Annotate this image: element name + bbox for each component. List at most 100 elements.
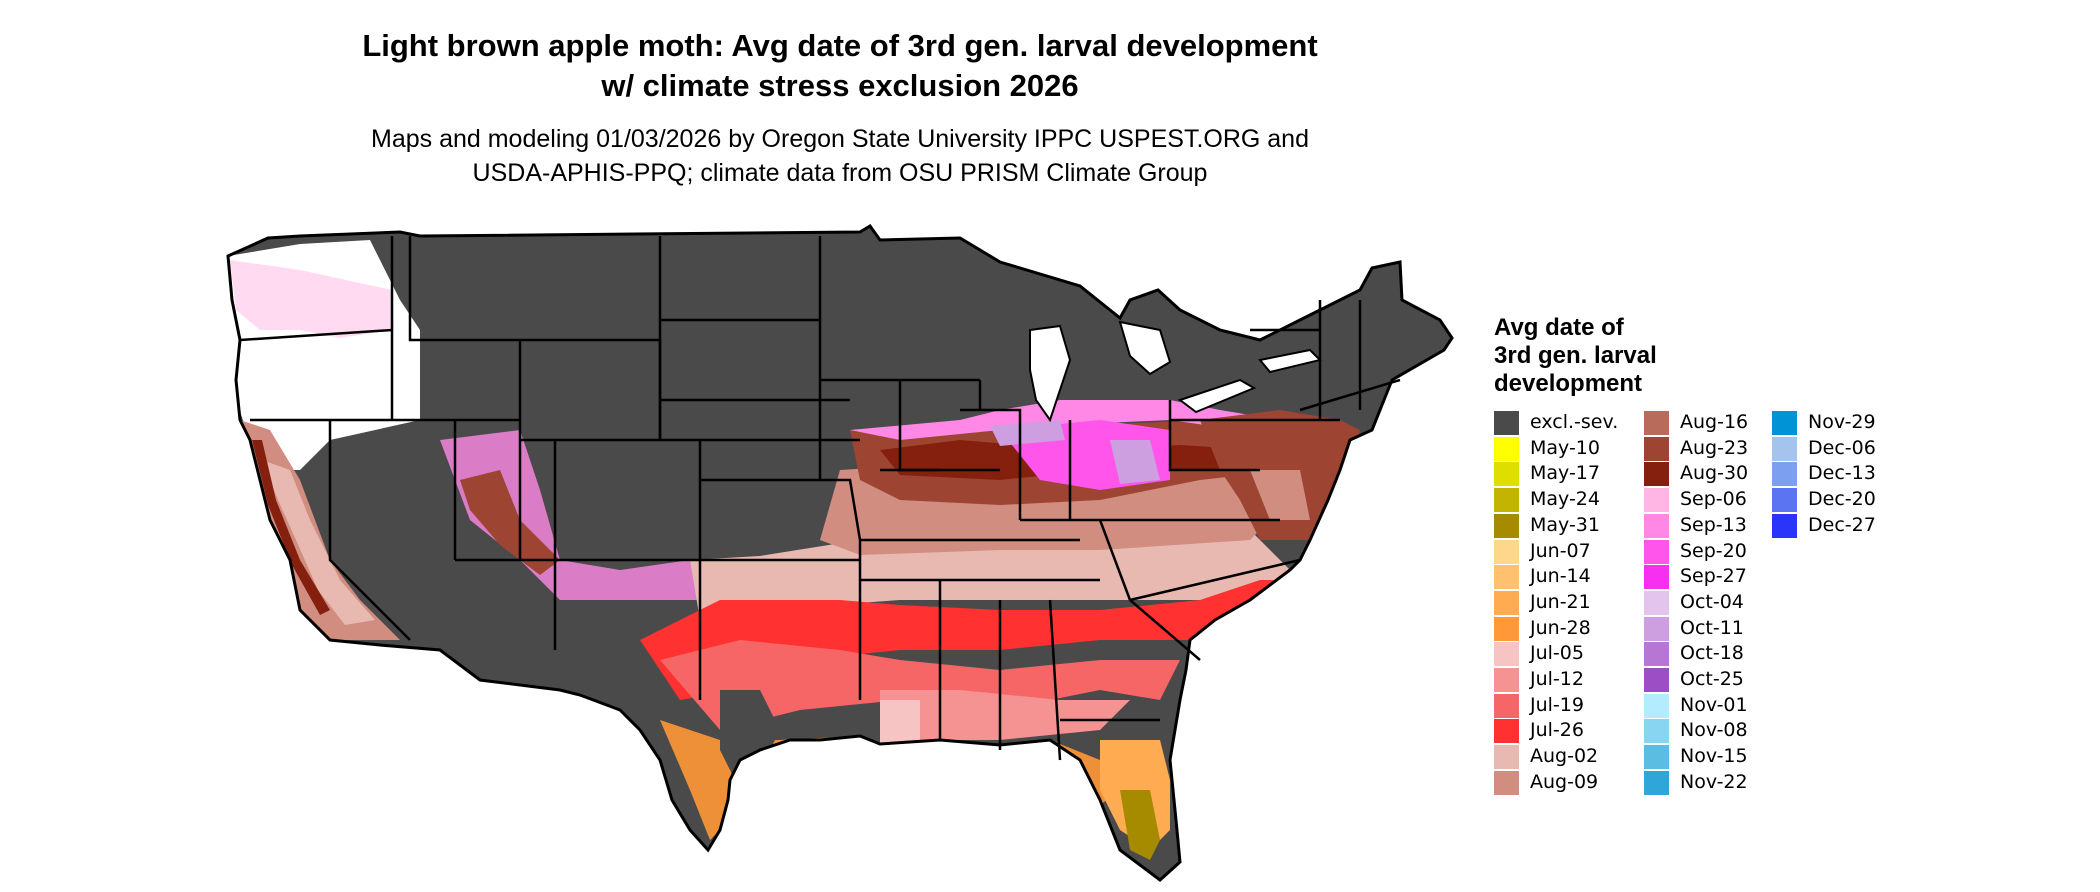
legend-swatch	[1494, 462, 1519, 487]
legend-swatch	[1644, 770, 1669, 795]
legend-swatch	[1644, 693, 1669, 718]
legend-swatch	[1494, 590, 1519, 615]
legend-label: Nov-01	[1680, 693, 1748, 716]
legend-swatch	[1644, 513, 1669, 538]
legend-label: excl.-sev.	[1530, 411, 1619, 433]
legend-item: Nov-22	[1644, 770, 1784, 796]
state-boundaries	[239, 236, 1401, 761]
legend-swatch	[1494, 539, 1519, 564]
legend-item: Nov-29	[1772, 410, 1912, 436]
legend-item: Jul-05	[1494, 641, 1634, 667]
legend-item: Jul-19	[1494, 693, 1634, 719]
legend-item: Nov-15	[1644, 744, 1784, 770]
legend-label: Dec-20	[1808, 488, 1876, 511]
legend-label: Aug-16	[1680, 411, 1749, 433]
legend-swatch	[1494, 488, 1519, 513]
legend-label: Dec-27	[1808, 513, 1876, 536]
legend-swatch	[1772, 488, 1797, 513]
legend-title-line-1: Avg date of	[1494, 314, 1624, 341]
legend-item: Jul-26	[1494, 718, 1634, 744]
legend-swatch	[1494, 668, 1519, 692]
legend-swatch	[1494, 436, 1519, 461]
map-subtitle-line-1: Maps and modeling 01/03/2026 by Oregon S…	[371, 125, 1309, 153]
legend-item: Jul-12	[1494, 667, 1634, 693]
legend-label: Jul-26	[1530, 719, 1584, 742]
legend-swatch	[1644, 411, 1669, 435]
legend-swatch	[1494, 642, 1519, 667]
legend-label: Aug-30	[1680, 462, 1749, 485]
legend-item: May-10	[1494, 436, 1634, 462]
legend-label: Oct-18	[1680, 642, 1744, 665]
legend-item: Jun-28	[1494, 616, 1634, 642]
legend-item: May-31	[1494, 513, 1634, 539]
legend-item: Oct-11	[1644, 616, 1784, 642]
legend-swatch	[1494, 565, 1519, 590]
legend-item: Sep-13	[1644, 513, 1784, 539]
legend-item: Dec-20	[1772, 487, 1912, 513]
legend-item: Sep-06	[1644, 487, 1784, 513]
legend-item: May-24	[1494, 487, 1634, 513]
legend-label: Jul-19	[1530, 693, 1584, 716]
legend-label: Nov-22	[1680, 770, 1748, 793]
legend-swatch	[1772, 436, 1797, 461]
legend-item: Jun-07	[1494, 539, 1634, 565]
legend-item: Dec-27	[1772, 513, 1912, 539]
legend-label: May-24	[1530, 488, 1600, 511]
legend-item: Sep-27	[1644, 564, 1784, 590]
legend-item: Sep-20	[1644, 539, 1784, 565]
legend-item: Oct-18	[1644, 641, 1784, 667]
legend-label: May-10	[1530, 436, 1600, 459]
legend-item: Nov-08	[1644, 718, 1784, 744]
legend-item: Oct-25	[1644, 667, 1784, 693]
legend-swatch	[1644, 462, 1669, 487]
legend-swatch	[1644, 436, 1669, 461]
legend-swatch	[1644, 565, 1669, 590]
legend-swatch	[1644, 616, 1669, 641]
map-subtitle-line-2: USDA-APHIS-PPQ; climate data from OSU PR…	[472, 159, 1208, 187]
legend-label: Aug-02	[1530, 745, 1599, 768]
legend-label: Sep-13	[1680, 513, 1747, 536]
legend-label: Nov-08	[1680, 719, 1748, 742]
legend-label: Dec-13	[1808, 462, 1876, 485]
legend-item: Oct-04	[1644, 590, 1784, 616]
legend-item: Jun-14	[1494, 564, 1634, 590]
legend-item: Aug-23	[1644, 436, 1784, 462]
legend-label: Oct-11	[1680, 616, 1744, 639]
legend-item: Aug-02	[1494, 744, 1634, 770]
legend-swatch	[1494, 513, 1519, 538]
legend-label: Dec-06	[1808, 436, 1876, 459]
legend-label: Jun-21	[1530, 590, 1591, 613]
legend-item: Aug-16	[1644, 410, 1784, 436]
legend-swatch	[1772, 462, 1797, 487]
legend-item: Dec-06	[1772, 436, 1912, 462]
legend-swatch	[1494, 770, 1519, 795]
legend-item: Dec-13	[1772, 461, 1912, 487]
legend-label: Nov-29	[1808, 411, 1876, 433]
legend-item: May-17	[1494, 461, 1634, 487]
legend-label: Aug-09	[1530, 770, 1599, 793]
great-lakes	[1029, 320, 1322, 423]
legend-swatch	[1644, 488, 1669, 513]
legend-item: excl.-sev.	[1494, 410, 1634, 436]
legend-swatch	[1644, 668, 1669, 692]
legend-swatch	[1494, 616, 1519, 641]
legend-swatch	[1772, 411, 1797, 435]
legend-title: Avg date of 3rd gen. larval development	[1494, 314, 1657, 398]
legend-item: Aug-09	[1494, 770, 1634, 796]
map-title-line-1: Light brown apple moth: Avg date of 3rd …	[362, 28, 1318, 63]
legend-label: Jun-07	[1530, 539, 1591, 562]
legend-item: Jun-21	[1494, 590, 1634, 616]
legend-swatch	[1644, 719, 1669, 744]
legend-swatch	[1494, 719, 1519, 744]
legend-label: May-17	[1530, 462, 1600, 485]
legend-swatch	[1644, 745, 1669, 770]
legend-swatch	[1644, 590, 1669, 615]
legend-item: Nov-01	[1644, 693, 1784, 719]
legend-label: Oct-04	[1680, 590, 1744, 613]
legend-title-line-3: development	[1494, 370, 1643, 397]
legend-label: Nov-15	[1680, 745, 1748, 768]
map-title-line-2: w/ climate stress exclusion 2026	[601, 68, 1079, 103]
legend-swatch	[1644, 642, 1669, 667]
legend-title-line-2: 3rd gen. larval	[1494, 342, 1657, 369]
